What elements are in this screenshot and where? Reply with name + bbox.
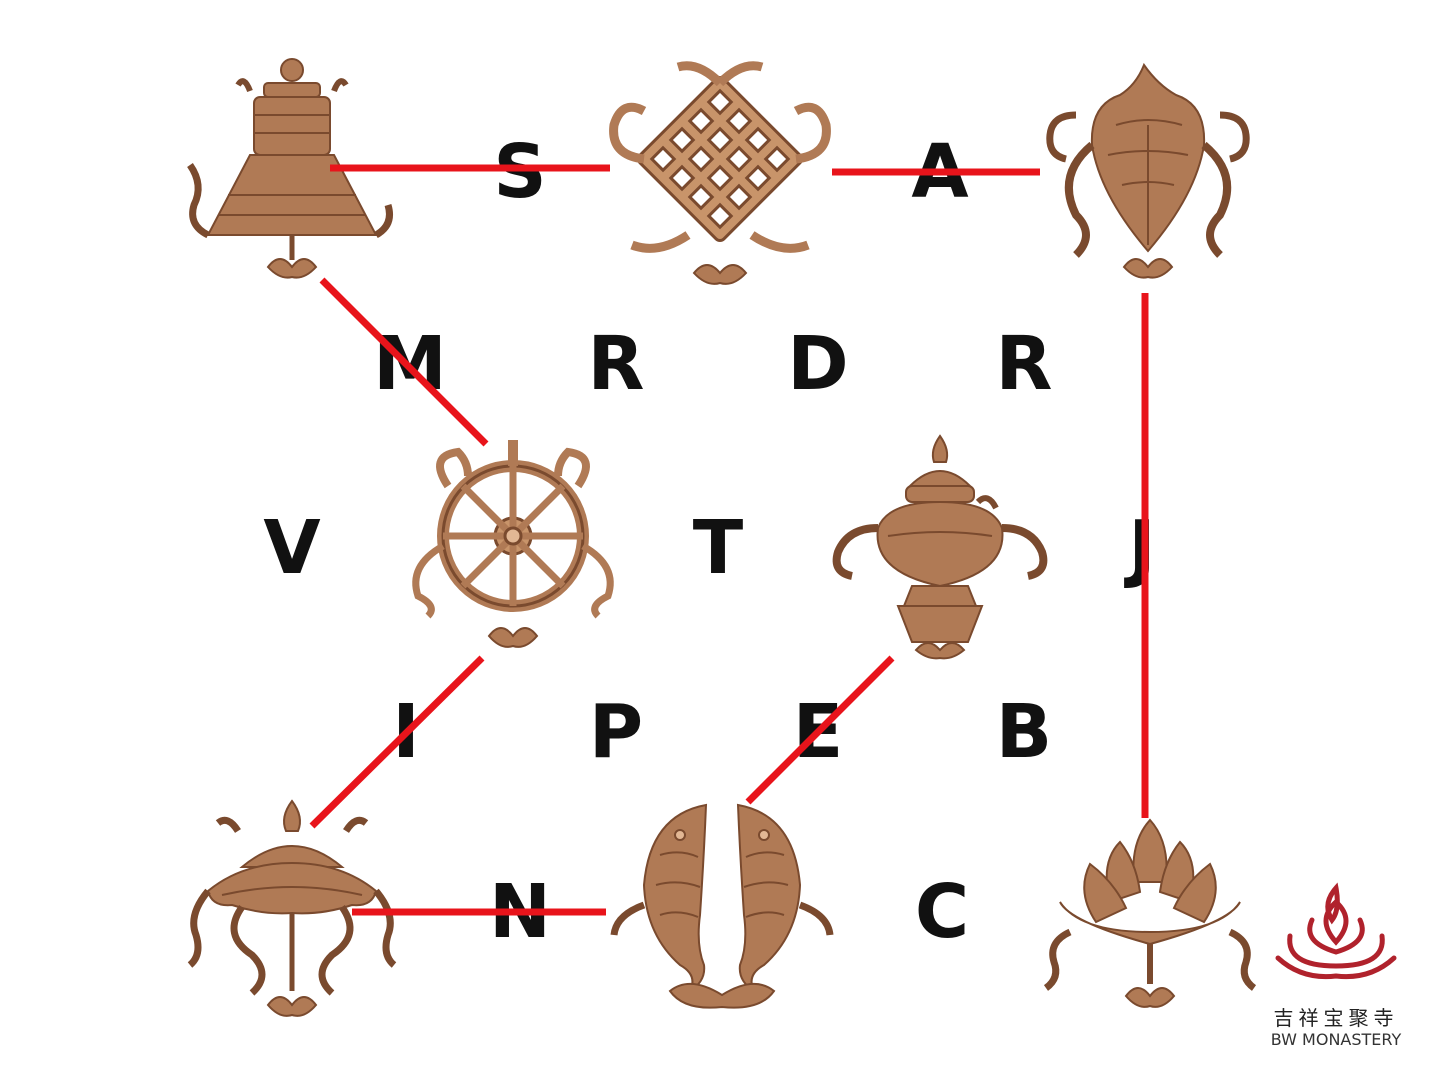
endless-knot-icon <box>608 55 833 290</box>
logo-chinese-text: 吉祥宝聚寺 <box>1273 1006 1399 1030</box>
treasure-vase-icon <box>828 432 1053 662</box>
letter-p: P <box>588 689 644 775</box>
letter-j: J <box>1128 505 1156 591</box>
victory-banner-icon <box>180 55 400 285</box>
letter-v: V <box>263 505 321 591</box>
dharma-wheel-icon <box>398 436 628 656</box>
letter-d: D <box>787 321 849 407</box>
letter-t: T <box>692 505 744 591</box>
letter-r2: R <box>995 321 1053 407</box>
golden-fish-icon <box>610 795 835 1025</box>
logo-english-text: BW MONASTERY <box>1270 1030 1402 1049</box>
letter-e: E <box>792 689 844 775</box>
parasol-icon <box>182 795 402 1025</box>
letter-r1: R <box>587 321 645 407</box>
letter-s: S <box>493 129 547 215</box>
letter-n: N <box>489 869 551 955</box>
letter-a: A <box>911 129 969 215</box>
conch-shell-icon <box>1036 55 1261 285</box>
letter-m: M <box>373 321 447 407</box>
monastery-logo: 吉祥宝聚寺 BW MONASTERY <box>1256 880 1416 1060</box>
lotus-icon <box>1040 812 1260 1012</box>
lotus-logo-icon <box>1275 882 1397 980</box>
letter-c: C <box>914 869 970 955</box>
letter-i: I <box>392 689 420 775</box>
letter-b: B <box>995 689 1053 775</box>
